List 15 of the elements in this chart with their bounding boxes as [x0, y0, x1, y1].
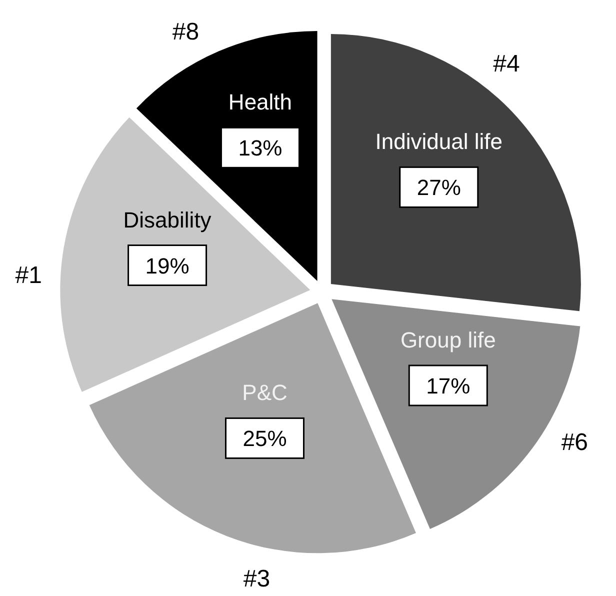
data-label: 25% [242, 426, 287, 452]
slice-label: Disability [123, 207, 212, 232]
slice-label: Individual life [375, 129, 502, 154]
text: #4 [493, 50, 520, 78]
text: #1 [15, 262, 42, 290]
slice-label: Health [228, 90, 292, 115]
slice-label: P&C [242, 380, 288, 406]
slice-label: Group life [400, 327, 496, 352]
data-label: 13% [238, 136, 282, 161]
text: #3 [243, 566, 270, 593]
data-label: 17% [426, 373, 470, 398]
data-label: 27% [416, 175, 461, 200]
data-label: 19% [145, 253, 190, 278]
text: #6 [561, 429, 588, 456]
text: #8 [172, 18, 200, 46]
